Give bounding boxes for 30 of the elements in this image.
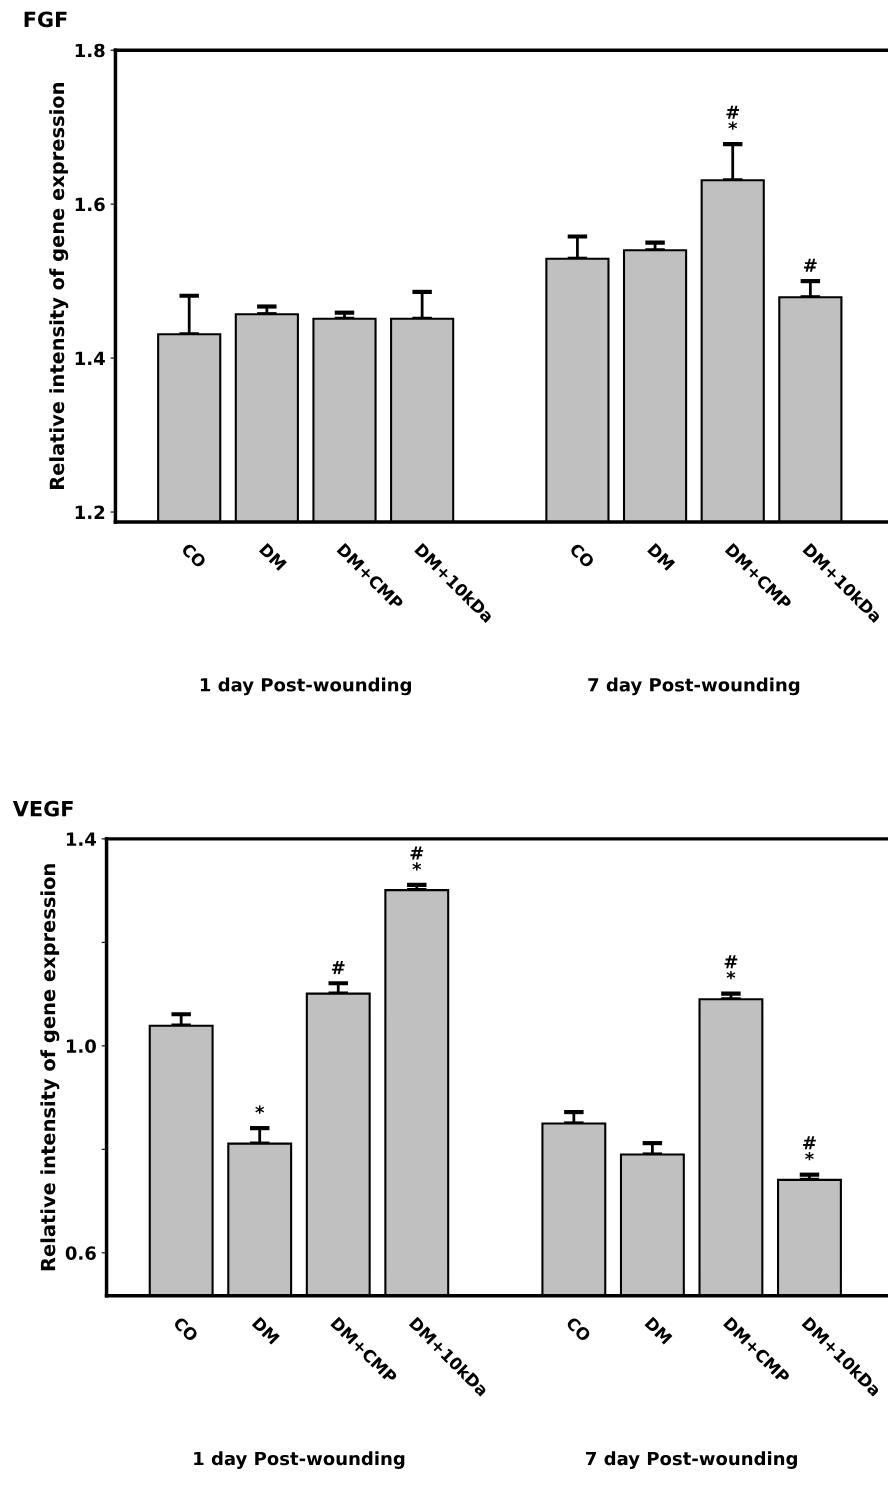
y-tick-label: 0.6: [65, 1246, 96, 1260]
x-tick-label: CO: [565, 1316, 592, 1343]
chart-title: VEGF: [12, 800, 73, 817]
text: 7 day Post-wounding: [586, 1451, 797, 1469]
x-tick-label: CO: [568, 542, 596, 569]
y-tick-label: 1.4: [75, 351, 105, 365]
data-label: #: [331, 960, 345, 974]
x-tick-label: CO: [180, 542, 208, 569]
data-label: #: [804, 258, 817, 272]
y-tick-label: 1.8: [75, 43, 105, 58]
text: 1 day Post-wounding: [200, 677, 411, 696]
x-tick-label: DM: [644, 1316, 673, 1345]
y-tick-label: 1.2: [75, 505, 105, 519]
x-tick-label: DM: [647, 542, 676, 571]
chart-title: FGF: [24, 11, 67, 28]
data-label: # *: [726, 105, 740, 130]
y-tick-label: 1.6: [75, 197, 105, 212]
y-axis-title: Relative intensity of gene expression: [49, 83, 69, 489]
data-label: # *: [410, 846, 424, 871]
x-tick-label: CO: [172, 1316, 200, 1343]
y-axis-title: Relative intensity of gene expression: [40, 864, 60, 1271]
y-tick-label: 1.4: [66, 832, 97, 846]
data-label: # *: [724, 955, 738, 980]
text: 1 day Post-wounding: [194, 1451, 405, 1469]
x-tick-label: DM: [258, 542, 287, 571]
y-tick-label: 1.0: [66, 1039, 96, 1053]
data-label: *: [255, 1105, 265, 1114]
text: 7 day Post-wounding: [588, 677, 800, 696]
data-label: # *: [803, 1136, 816, 1161]
x-tick-label: DM: [251, 1316, 280, 1345]
